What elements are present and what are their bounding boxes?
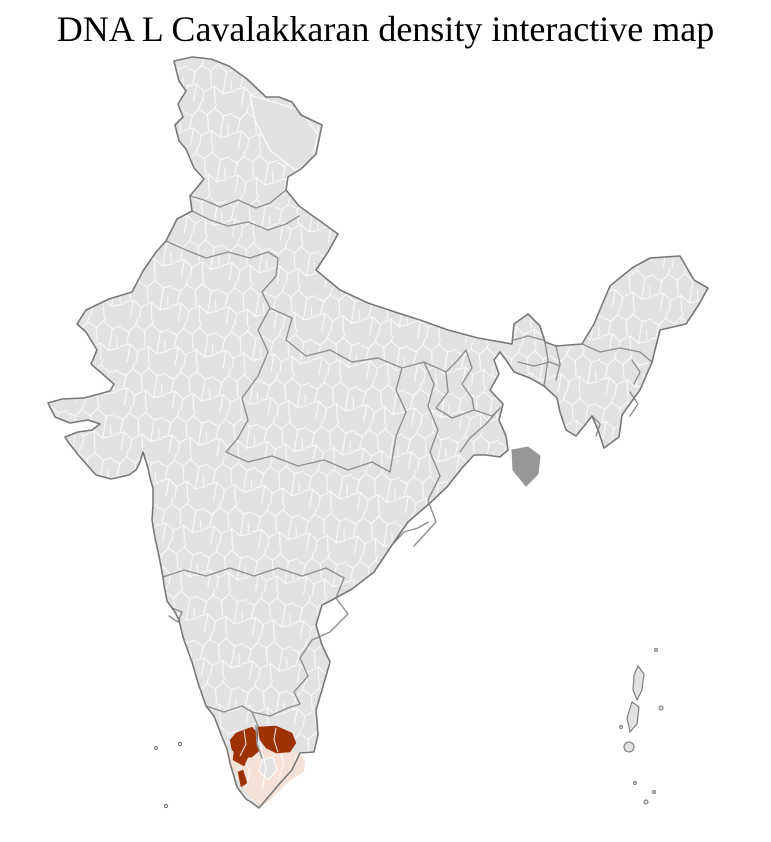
west-island-specks — [153, 741, 183, 809]
page-title: DNA L Cavalakkaran density interactive m… — [56, 9, 715, 49]
state-borders — [162, 189, 653, 805]
country-landmass[interactable] — [48, 57, 708, 808]
coastal-high-density-sliver[interactable] — [237, 769, 248, 788]
coastal-delta-patch — [511, 446, 541, 487]
state-border-through-cluster — [255, 725, 263, 759]
east-island-chain — [619, 648, 664, 805]
district-mesh-overlay — [48, 57, 708, 808]
mid-district-gap — [258, 756, 278, 781]
high-density-districts[interactable] — [229, 725, 297, 788]
